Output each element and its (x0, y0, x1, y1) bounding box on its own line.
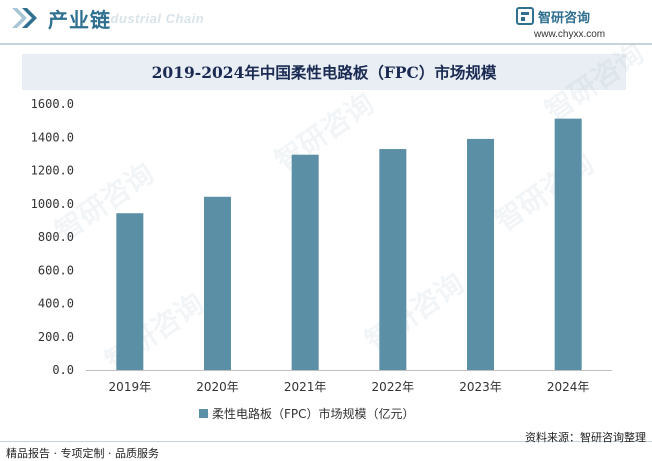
y-tick-label: 1400.0 (31, 130, 74, 144)
y-tick-label: 400.0 (38, 297, 74, 311)
footer-tagline: 精品报告 · 专项定制 · 品质服务 (6, 447, 159, 460)
brand-name: 智研咨询 (538, 11, 591, 26)
footer-divider (0, 441, 652, 442)
legend-swatch (199, 409, 208, 418)
y-tick-label: 1200.0 (31, 164, 74, 178)
bar-1 (204, 196, 231, 370)
page-title: 产业链 (48, 8, 111, 32)
bar-4 (467, 138, 494, 370)
x-tick-label: 2020年 (196, 380, 239, 394)
x-tick-label: 2024年 (547, 380, 590, 394)
x-tick-label: 2023年 (459, 380, 502, 394)
bar-0 (116, 213, 144, 370)
watermark-text: 智研咨询 (269, 87, 380, 178)
brand-url: www.chyxx.com (534, 29, 606, 40)
chart-title: 2019-2024年中国柔性电路板（FPC）市场规模 (151, 63, 497, 82)
y-tick-label: 800.0 (38, 230, 74, 244)
chart-title-band: 2019-2024年中国柔性电路板（FPC）市场规模 (22, 54, 626, 90)
watermark-text: 智研咨询 (489, 147, 600, 238)
bar-2 (291, 154, 319, 370)
header: Industrial Chain 产业链 智研咨询 www.chyxx.com (0, 0, 652, 46)
source-note: 资料来源：智研咨询整理 (525, 431, 646, 444)
bar-3 (379, 149, 407, 370)
x-tick-label: 2019年 (109, 380, 152, 394)
y-tick-label: 1000.0 (31, 197, 74, 211)
watermark-text: 智研咨询 (99, 287, 210, 378)
y-tick-label: 1600.0 (31, 97, 74, 111)
bar-5 (554, 118, 582, 370)
y-tick-label: 0.0 (52, 363, 74, 377)
legend-label: 柔性电路板（FPC）市场规模（亿元） (212, 406, 415, 421)
watermark-text: 智研咨询 (539, 37, 650, 128)
watermark-text: 智研咨询 (359, 267, 470, 358)
brand: 智研咨询 www.chyxx.com (502, 5, 642, 43)
x-tick-label: 2022年 (372, 380, 415, 394)
x-tick-label: 2021年 (284, 380, 327, 394)
chevron-icon (12, 8, 37, 28)
brand-logo-icon (516, 7, 534, 25)
y-tick-label: 600.0 (38, 263, 74, 277)
header-divider (0, 43, 652, 45)
y-tick-label: 200.0 (38, 330, 74, 344)
header-subtitle: Industrial Chain (98, 11, 205, 26)
